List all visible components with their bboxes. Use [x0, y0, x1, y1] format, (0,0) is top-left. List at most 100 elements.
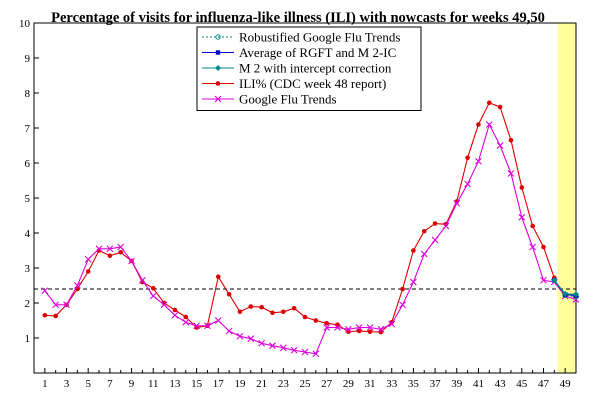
legend-label-4: Google Flu Trends: [239, 92, 337, 107]
series-3-point-0: [42, 312, 48, 318]
series-4-point-27: [334, 324, 341, 331]
series-4-point-40: [475, 157, 482, 165]
series-3-point-46: [541, 244, 546, 250]
x-tick-label-37: 37: [430, 378, 442, 390]
series-2-point-1: [562, 290, 569, 297]
series-3-point-42: [497, 104, 503, 110]
x-tick-label-19: 19: [234, 378, 246, 390]
x-tick-label-49: 49: [560, 378, 572, 390]
series-4-point-9: [139, 276, 146, 284]
series-3-point-45: [530, 223, 535, 229]
series-2: [551, 277, 579, 298]
legend-box: [196, 26, 422, 111]
series-4-point-32: [388, 320, 396, 328]
series-4-point-3: [73, 282, 81, 289]
series-4-point-18: [236, 332, 244, 340]
series-3-point-1: [53, 313, 58, 319]
chart-title: Percentage of visits for influenza-like …: [51, 10, 545, 26]
series-4-point-12: [171, 311, 179, 319]
series-3-point-33: [400, 286, 405, 292]
series-4-point-19: [247, 335, 255, 343]
series-3-point-22: [281, 309, 286, 315]
y-tick-label-3: 3: [25, 263, 31, 275]
x-tick-label-21: 21: [256, 378, 267, 390]
legend-label-1: Average of RGFT and M 2-IC: [239, 45, 396, 60]
legend-marker-4: [214, 95, 222, 103]
series-4-point-26: [323, 324, 331, 331]
series-4-point-25: [312, 350, 320, 358]
legend-label-3: ILI% (CDC week 48 report): [239, 76, 386, 91]
series-3-point-21: [270, 310, 275, 316]
series-4-point-5: [95, 245, 103, 253]
series-3-point-39: [465, 155, 470, 161]
x-tick-label-31: 31: [365, 378, 376, 390]
series-4-point-6: [106, 245, 114, 253]
series-4-point-30: [366, 324, 374, 331]
series-4-point-24: [301, 348, 309, 356]
series-4-point-44: [518, 213, 526, 221]
x-tick-label-15: 15: [191, 378, 203, 390]
series-3-point-4: [85, 269, 91, 274]
y-tick-label-6: 6: [25, 158, 31, 170]
legend-label-0: Robustified Google Flu Trends: [239, 30, 400, 45]
legend-marker-2: [215, 65, 221, 71]
x-tick-label-9: 9: [129, 378, 135, 390]
series-4-point-11: [160, 301, 168, 309]
x-tick-label-29: 29: [343, 378, 355, 390]
series-4-point-45: [529, 243, 537, 251]
y-tick-label-9: 9: [25, 53, 31, 65]
series-4-point-36: [431, 236, 439, 244]
x-tick-label-33: 33: [386, 378, 398, 390]
x-tick-label-17: 17: [213, 378, 225, 390]
x-tick-label-5: 5: [85, 378, 91, 390]
series-3-point-24: [302, 314, 308, 320]
series-4-point-39: [464, 180, 471, 188]
series-3-point-36: [432, 221, 438, 226]
series-4-point-1: [52, 301, 60, 309]
y-tick-label-4: 4: [25, 228, 31, 240]
series-2-point-0: [551, 277, 558, 284]
series-4-point-46: [540, 276, 547, 284]
series-4-point-33: [399, 301, 406, 309]
series-4-point-38: [453, 199, 461, 207]
series-4-point-42: [496, 142, 504, 149]
x-tick-label-41: 41: [473, 378, 484, 390]
series-3-point-29: [356, 328, 362, 334]
series-4-point-20: [258, 339, 266, 347]
series-3-point-19: [248, 304, 254, 309]
series-3-point-20: [259, 304, 264, 310]
series-4-point-8: [128, 257, 135, 265]
series-4-point-31: [377, 325, 385, 333]
series-4-point-2: [63, 301, 70, 309]
x-tick-label-11: 11: [148, 378, 159, 390]
series-3-point-41: [486, 100, 492, 106]
series-4-point-28: [344, 325, 352, 333]
y-tick-label-8: 8: [25, 88, 31, 100]
series-4-point-0: [41, 287, 49, 295]
series-3-point-35: [421, 228, 427, 234]
series-4-point-35: [420, 250, 428, 258]
series-3-point-30: [367, 329, 373, 335]
x-tick-label-3: 3: [64, 378, 70, 390]
series-4-point-43: [507, 170, 515, 177]
series-3-point-18: [237, 309, 243, 315]
x-tick-label-13: 13: [169, 378, 181, 390]
series-3-point-12: [172, 307, 178, 313]
series-4-point-16: [214, 317, 222, 324]
series-2-point-2: [573, 291, 579, 298]
series-4-point-23: [290, 346, 298, 354]
x-tick-label-25: 25: [300, 378, 312, 390]
x-tick-label-47: 47: [538, 378, 550, 390]
series-3-point-23: [291, 305, 297, 311]
series-4-point-41: [485, 121, 493, 128]
series-4-point-15: [204, 322, 211, 330]
series-4-point-22: [279, 344, 287, 352]
x-tick-label-45: 45: [516, 378, 528, 390]
series-3-point-7: [118, 249, 124, 255]
series-3-point-34: [411, 248, 416, 253]
y-tick-label-7: 7: [25, 123, 31, 135]
series-3-point-43: [508, 137, 514, 143]
